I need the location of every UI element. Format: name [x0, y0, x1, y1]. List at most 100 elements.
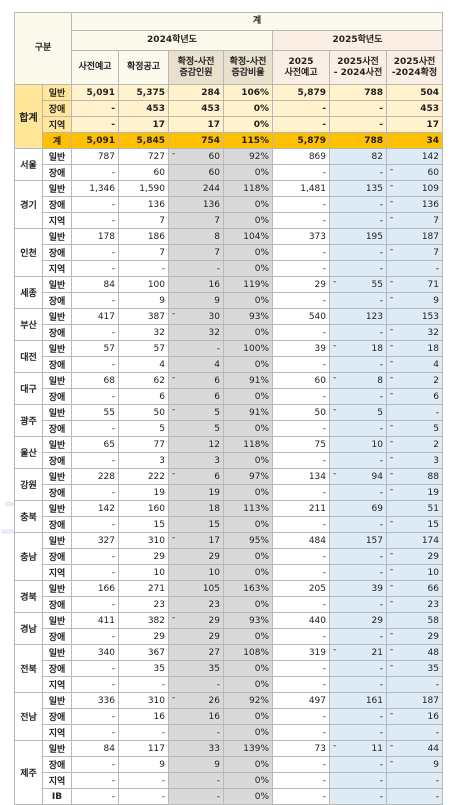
region-cell: 전북 [14, 644, 43, 693]
value-cell: -94 [329, 468, 387, 485]
type-cell: 장애 [42, 596, 72, 613]
region-cell: 서울 [14, 148, 43, 181]
value-cell: 57 [118, 340, 169, 357]
value-cell: - [329, 244, 387, 261]
value-cell: - [272, 788, 330, 805]
value-cell: 118% [223, 436, 273, 453]
value-cell: 0% [223, 388, 273, 405]
value-cell: - [71, 212, 119, 229]
value-cell: - [272, 452, 330, 469]
value-cell: - [71, 388, 119, 405]
value-cell: -11 [329, 740, 387, 757]
value-cell: - [272, 596, 330, 613]
value-cell: - [386, 772, 443, 789]
value-cell: 0% [223, 564, 273, 581]
value-cell: 35 [118, 660, 169, 677]
value-cell: - [118, 260, 169, 277]
value-cell: 271 [118, 580, 169, 597]
type-cell: 일반 [42, 500, 72, 517]
value-cell: 5 [118, 420, 169, 437]
value-cell: - [272, 660, 330, 677]
value-cell: - [272, 676, 330, 693]
value-cell: 336 [71, 692, 119, 709]
value-cell: 187 [386, 228, 443, 245]
value-cell: 0% [223, 292, 273, 309]
value-cell: 4 [168, 356, 224, 373]
type-cell: 장애 [42, 452, 72, 469]
value-cell: - [168, 676, 224, 693]
value-cell: 9 [168, 292, 224, 309]
table-row: 장애 -23 23 0% - - -23 [15, 596, 443, 613]
value-cell: - [272, 516, 330, 533]
value-cell: 77 [118, 436, 169, 453]
value-cell: 97% [223, 468, 273, 485]
value-cell: 0% [223, 788, 273, 805]
region-cell: 충북 [14, 500, 43, 533]
value-cell: 387 [118, 308, 169, 325]
type-cell: 일반 [42, 532, 72, 549]
value-cell: -6 [168, 468, 224, 485]
type-cell: 장애 [42, 292, 72, 309]
value-cell: -2 [386, 372, 443, 389]
value-cell: 69 [329, 500, 387, 517]
type-cell: 장애 [42, 100, 72, 117]
type-cell: 장애 [42, 756, 72, 773]
value-cell: 60 [272, 372, 330, 389]
value-cell: 310 [118, 692, 169, 709]
value-cell: -6 [386, 388, 443, 405]
value-cell: 382 [118, 612, 169, 629]
value-cell: - [118, 772, 169, 789]
value-cell: -66 [386, 580, 443, 597]
value-cell: - [71, 420, 119, 437]
value-cell: - [329, 756, 387, 773]
value-cell: - [71, 196, 119, 213]
table-row: 충북 일반 142 160 18 113% 211 69 51 [14, 500, 443, 533]
region-cell: 경기 [14, 180, 43, 229]
region-cell: 울산 [14, 436, 43, 469]
table-row: 경북 일반 166 271 105 163% 205 39-66 [14, 580, 443, 613]
value-cell: 118% [223, 180, 273, 197]
table-row: 제주 일반 84 117 33 139% 73-11-44 [14, 740, 443, 805]
table-row: 장애 -9 9 0% - - -9 [15, 756, 443, 773]
type-cell: 일반 [42, 148, 72, 165]
type-cell: 지역 [42, 676, 72, 693]
value-cell: 55 [71, 404, 119, 421]
table-row: IB - - -0% - - - [15, 788, 443, 805]
region-cell: 충남 [14, 532, 43, 581]
table-row: 장애 -136 136 0% - - -136 [15, 196, 443, 213]
value-cell: - [272, 420, 330, 437]
value-cell: - [118, 724, 169, 741]
value-cell: 163% [223, 580, 273, 597]
type-cell: 일반 [42, 228, 72, 245]
type-cell: 지역 [42, 724, 72, 741]
type-cell: 일반 [42, 276, 72, 293]
table-row: 인천 일반 178 186 8 104% 373 195 187 [14, 228, 443, 277]
value-cell: 113% [223, 500, 273, 517]
value-cell: -32 [386, 324, 443, 341]
value-cell: 367 [118, 644, 169, 661]
value-cell: -23 [386, 596, 443, 613]
value-cell: 9 [118, 292, 169, 309]
type-cell: 장애 [42, 244, 72, 261]
value-cell: - [272, 628, 330, 645]
type-cell: 일반 [42, 740, 72, 757]
value-cell: 484 [272, 532, 330, 549]
value-cell: 327 [71, 532, 119, 549]
table-row: 장애 -3 3 0% - - -3 [15, 452, 443, 469]
value-cell: - [329, 516, 387, 533]
table-row: 계 5,091 5,845 754 115% 5,879 788 34 [15, 132, 443, 149]
value-cell: 0% [223, 196, 273, 213]
table-row: 대전 일반 57 57-100% 39-18-18 [14, 340, 443, 373]
value-cell: 91% [223, 372, 273, 389]
value-cell: 7 [168, 244, 224, 261]
value-cell: 0% [223, 244, 273, 261]
region-cell: 제주 [14, 740, 43, 805]
value-cell: - [71, 564, 119, 581]
value-cell: 10 [168, 564, 224, 581]
value-cell: - [118, 676, 169, 693]
value-cell: - [71, 756, 119, 773]
type-cell: 일반 [42, 468, 72, 485]
header-gubun: 구분 [14, 12, 72, 85]
value-cell: 440 [272, 612, 330, 629]
value-cell: -19 [386, 484, 443, 501]
